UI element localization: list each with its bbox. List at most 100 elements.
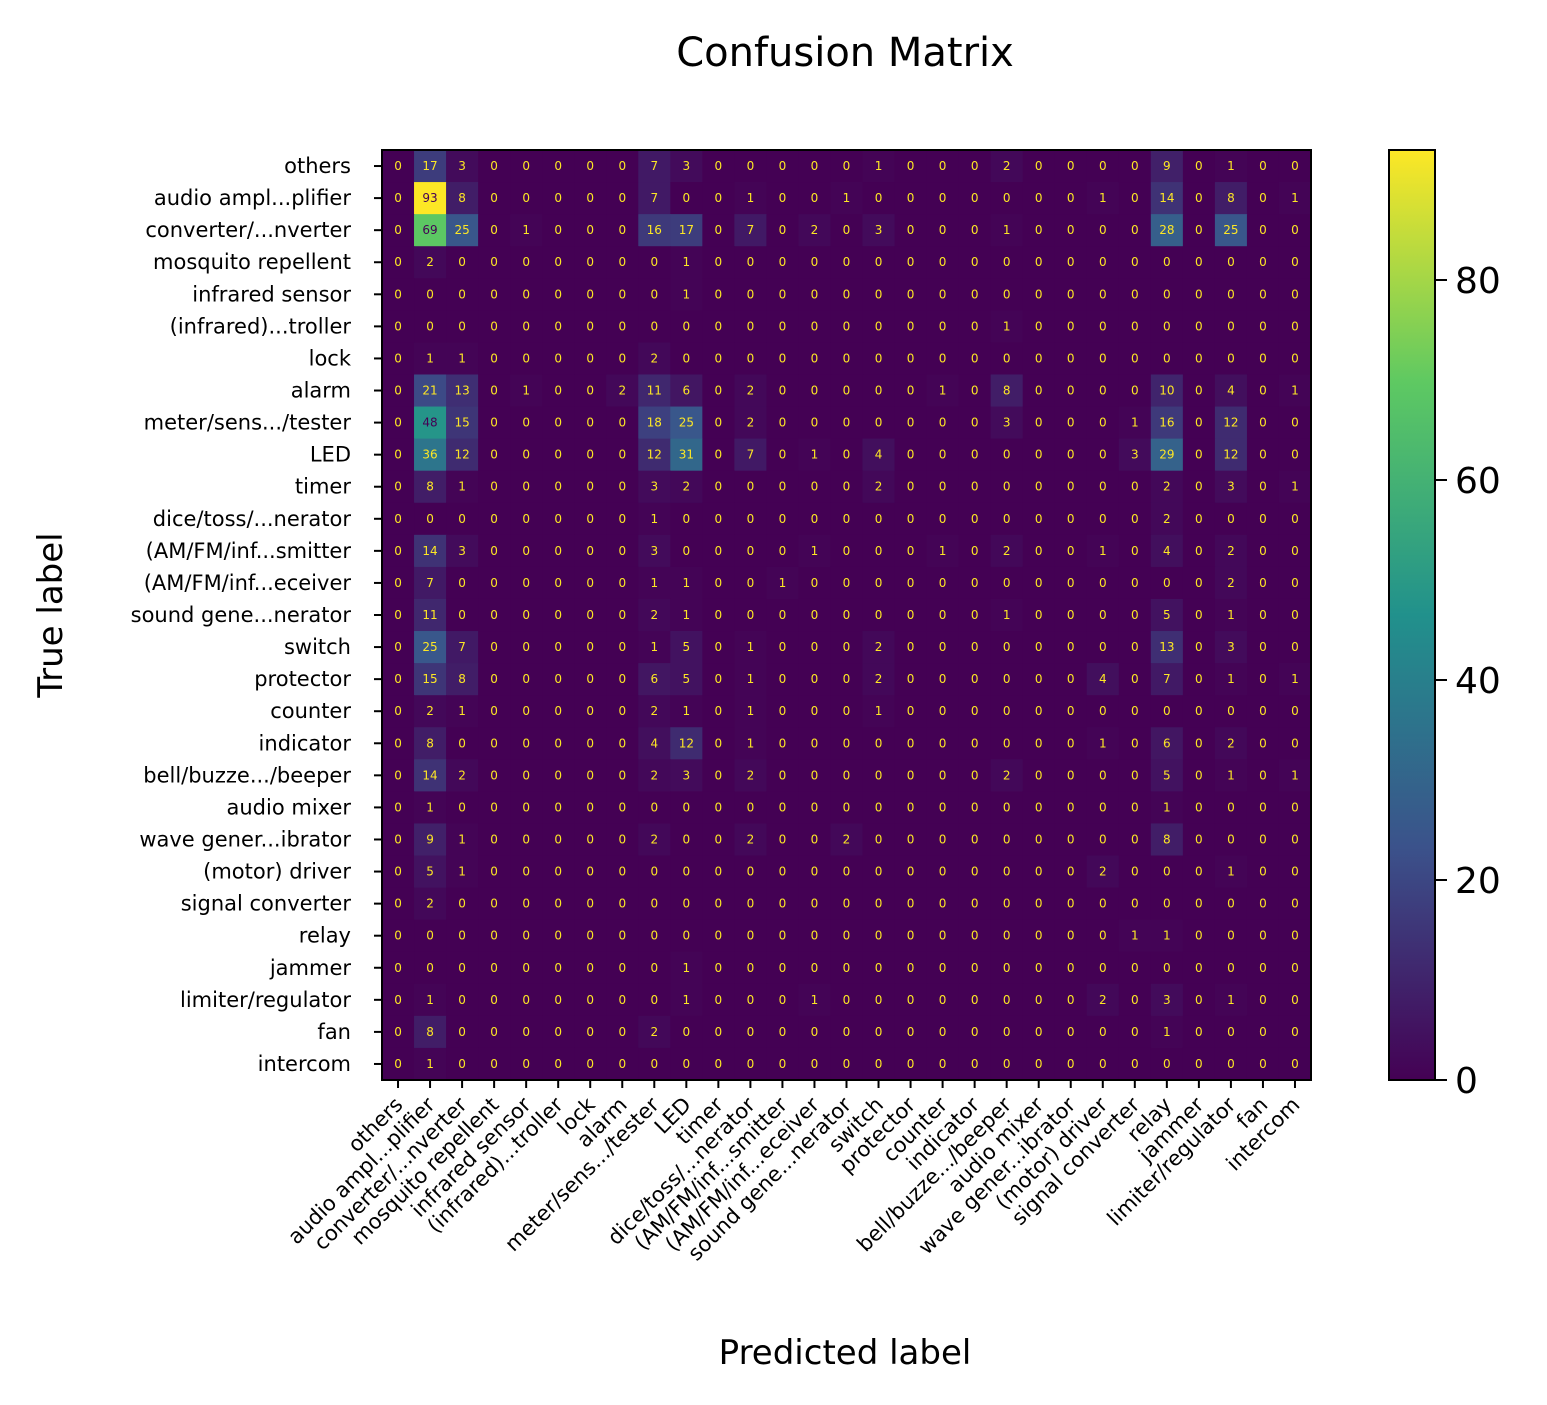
heatmap-cell [1054,759,1088,792]
cell-value-label: 0 [522,351,530,365]
heatmap-cell [1246,182,1280,215]
heatmap-cell [734,150,768,183]
cell-value-label: 0 [939,608,947,622]
cell-value-label: 0 [490,1057,498,1071]
cell-value-label: 0 [875,1057,883,1071]
heatmap-cell [862,919,896,953]
cell-value-label: 0 [586,416,594,430]
heatmap-cell [1278,502,1312,536]
heatmap-cell [382,150,415,183]
heatmap-cell [542,759,575,792]
cell-value-label: 0 [522,865,530,879]
cell-value-label: 1 [1291,672,1299,686]
heatmap-cell [958,951,992,985]
cell-value-label: 0 [747,929,755,943]
heatmap-cell [446,214,479,247]
heatmap-cell [766,791,800,825]
cell-value-label: 0 [907,640,915,654]
heatmap-cell [542,438,575,472]
heatmap-cell [670,214,703,247]
heatmap-cell [894,1015,928,1049]
cell-value-label: 1 [939,544,947,558]
y-tick-label: infrared sensor [192,282,351,306]
cell-value-label: 0 [1163,897,1171,911]
cell-value-label: 0 [554,704,562,718]
cell-value-label: 0 [1003,255,1011,269]
cell-value-label: 1 [1291,191,1299,205]
heatmap-cell [702,310,735,344]
y-tick-label: wave gener...ibrator [139,827,351,851]
heatmap-cell [1118,598,1152,632]
cell-value-label: 0 [875,544,883,558]
heatmap-cell [670,951,703,985]
heatmap-cell [638,823,671,857]
cell-value-label: 0 [1291,319,1299,333]
heatmap-cell [1022,951,1056,985]
heatmap-cell [1022,438,1056,472]
heatmap-cell [1022,310,1056,344]
cell-value-label: 0 [779,1057,787,1071]
heatmap-cell [1182,695,1216,728]
cell-value-label: 0 [779,287,787,301]
cell-value-label: 0 [939,255,947,269]
cell-value-label: 0 [971,159,979,173]
cell-value-label: 0 [1035,608,1043,622]
heatmap-cell [862,534,896,568]
heatmap-cell [670,791,703,825]
heatmap-cell [1022,791,1056,825]
cell-value-label: 0 [522,416,530,430]
cell-value-label: 0 [779,929,787,943]
heatmap-cell [382,214,415,247]
cell-value-label: 0 [907,384,915,398]
heatmap-cell [414,791,447,825]
heatmap-cell [894,374,928,408]
y-tick-label: converter/...nverter [145,218,351,242]
heatmap-cell [446,1047,479,1081]
heatmap-cell [1054,182,1088,215]
heatmap-cell [766,855,800,889]
heatmap-cell [542,855,575,889]
cell-value-label: 0 [522,608,530,622]
heatmap-cell [926,727,960,760]
heatmap-cell [542,150,575,183]
heatmap-cell [670,727,703,760]
cell-value-label: 0 [458,1025,466,1039]
heatmap-cell [894,438,928,472]
y-tick-label: (infrared)...troller [170,314,352,338]
heatmap-cell [1118,983,1152,1017]
cell-value-label: 0 [811,897,819,911]
cell-value-label: 5 [683,672,691,686]
cell-value-label: 1 [458,704,466,718]
heatmap-cell [702,438,735,472]
cell-value-label: 0 [522,832,530,846]
cell-value-label: 0 [394,672,402,686]
heatmap-cell [1278,1047,1312,1081]
cell-value-label: 0 [618,448,626,462]
heatmap-cell [606,983,639,1017]
heatmap-cell [1118,631,1152,664]
cell-value-label: 0 [939,480,947,494]
cell-value-label: 0 [1099,223,1107,237]
heatmap-cell [830,919,864,953]
cell-value-label: 2 [650,608,658,622]
heatmap-cell [766,150,800,183]
cell-value-label: 0 [1035,961,1043,975]
cell-value-label: 0 [1067,897,1075,911]
cell-value-label: 0 [1163,576,1171,590]
cell-value-label: 0 [747,319,755,333]
heatmap-cell [830,823,864,857]
cell-value-label: 1 [1003,223,1011,237]
heatmap-cell [638,406,671,440]
heatmap-cell [542,470,575,504]
heatmap-cell [1150,566,1184,600]
heatmap-cell [542,310,575,344]
cell-value-label: 0 [715,736,723,750]
cell-value-label: 0 [715,544,723,558]
cell-value-label: 0 [1195,832,1203,846]
cell-value-label: 0 [875,929,883,943]
heatmap-cell [638,214,671,247]
cell-value-label: 0 [522,993,530,1007]
heatmap-cell [798,695,832,728]
cell-value-label: 0 [715,287,723,301]
cell-value-label: 0 [458,897,466,911]
